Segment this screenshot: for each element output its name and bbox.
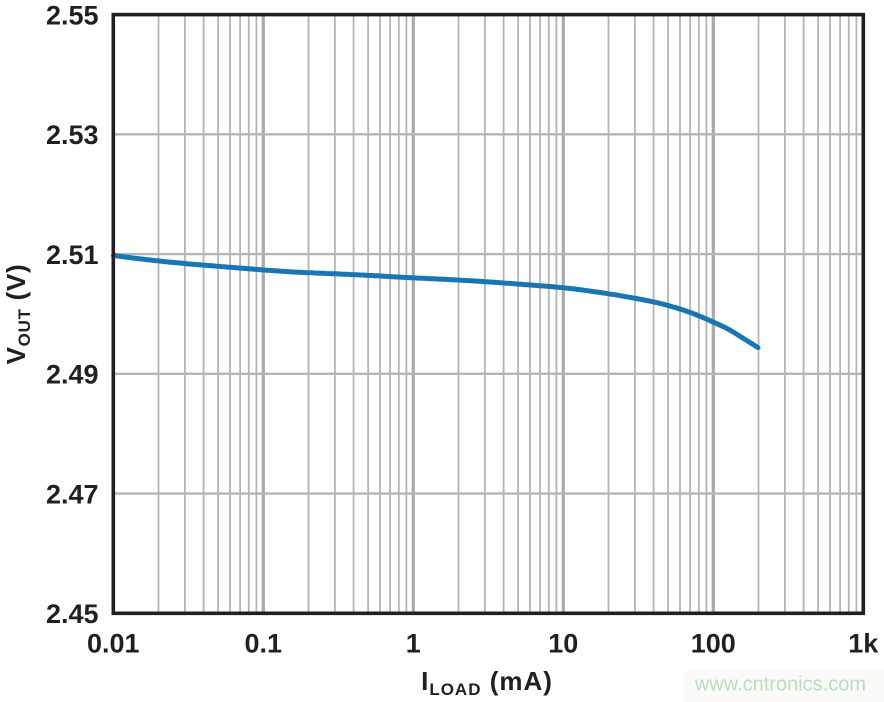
- svg-text:10: 10: [548, 629, 578, 659]
- svg-text:2.51: 2.51: [46, 240, 99, 270]
- svg-text:2.53: 2.53: [46, 120, 99, 150]
- svg-text:1: 1: [406, 629, 421, 659]
- svg-text:100: 100: [691, 629, 736, 659]
- svg-text:2.55: 2.55: [46, 0, 99, 30]
- svg-text:www.cntronics.com: www.cntronics.com: [694, 673, 866, 695]
- svg-text:ILOAD (mA): ILOAD (mA): [421, 666, 553, 699]
- svg-text:1k: 1k: [848, 629, 879, 659]
- svg-text:VOUT (V): VOUT (V): [1, 264, 34, 365]
- svg-text:2.47: 2.47: [46, 479, 99, 509]
- svg-text:2.49: 2.49: [46, 360, 99, 390]
- svg-text:0.01: 0.01: [87, 629, 140, 659]
- svg-text:0.1: 0.1: [245, 629, 283, 659]
- svg-text:2.45: 2.45: [46, 599, 99, 629]
